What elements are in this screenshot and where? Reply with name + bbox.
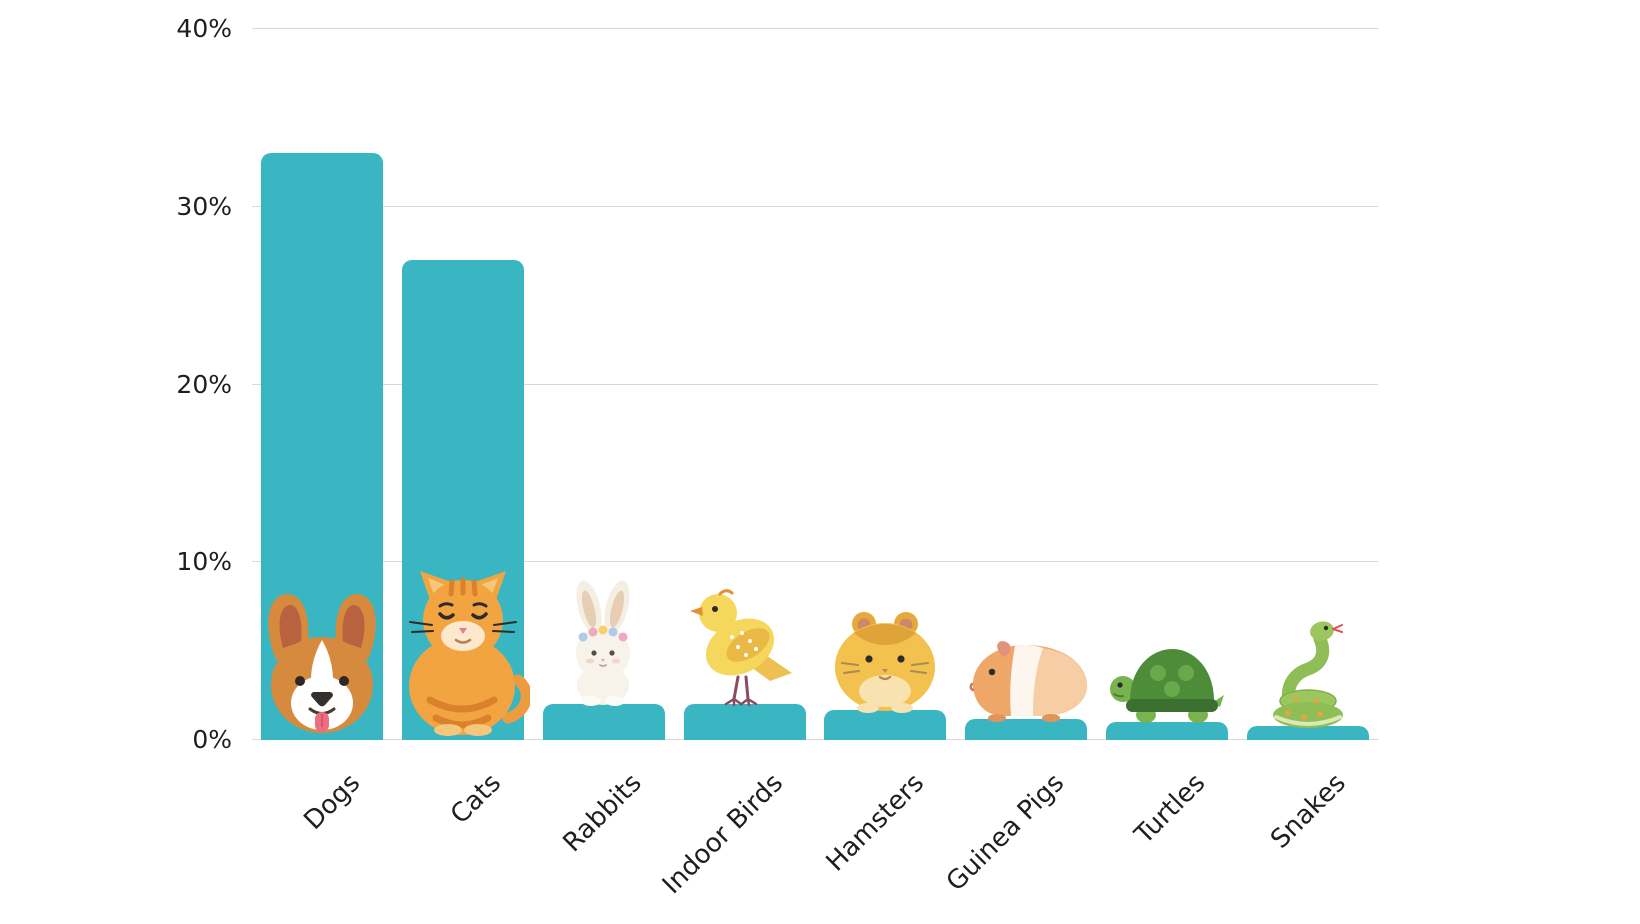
bars-container: Dogs Cats [252,29,1378,900]
x-label-area: Cats [393,740,534,924]
turtle-icon [1109,649,1224,724]
grid-line [252,383,1378,385]
y-tick-label: 0% [192,725,232,754]
grid-line [252,205,1378,207]
x-label-area: Dogs [252,740,393,924]
bar-column: Hamsters [815,29,956,877]
bar-snakes [1246,725,1369,740]
x-axis-label: Turtles [1129,768,1212,851]
bar-guinea-pigs [965,718,1088,740]
bar-column: Guinea Pigs [941,29,1097,897]
grid-line [252,561,1378,563]
bar-cats [402,260,525,740]
bar-column: Rabbits [534,29,675,858]
bar-column: Indoor Birds [657,29,815,900]
bar-column: Snakes [1237,29,1378,855]
rabbit-icon [575,581,630,707]
bar-rabbits [542,704,665,740]
y-tick-label: 20% [176,369,232,399]
grid-line [252,739,1378,740]
plot-area: Dogs Cats [252,28,1378,900]
bar-indoor-birds [683,704,806,740]
guinea-pig-icon [969,640,1088,722]
y-tick-label: 10% [176,547,232,577]
bar-hamsters [824,709,947,740]
y-tick-label: 40% [176,14,232,43]
x-label-area: Hamsters [815,740,956,924]
bar-turtles [1105,722,1228,740]
x-label-area: Guinea Pigs [941,740,1097,924]
x-label-area: Rabbits [534,740,675,924]
x-label-area: Turtles [1097,740,1238,924]
bar-dogs [261,153,384,740]
x-axis-label: Cats [445,768,508,831]
x-axis-label: Guinea Pigs [941,768,1071,898]
y-tick-label: 30% [176,191,232,221]
x-axis-label: Snakes [1265,768,1352,855]
hamster-icon [835,611,936,713]
bird-icon [689,589,792,707]
x-axis-label: Rabbits [557,768,649,859]
grid-line [252,28,1378,29]
y-axis: 0% 10% 20% 30% 40% [0,14,242,754]
snake-icon [1272,621,1343,728]
x-axis-label: Indoor Birds [656,768,789,901]
x-axis-label: Dogs [298,768,367,836]
x-axis-label: Hamsters [820,768,930,878]
bar-column: Turtles [1097,29,1238,850]
bar-column: Dogs [252,29,393,836]
x-label-area: Snakes [1237,740,1378,924]
x-label-area: Indoor Birds [657,740,815,924]
bar-column: Cats [393,29,534,830]
